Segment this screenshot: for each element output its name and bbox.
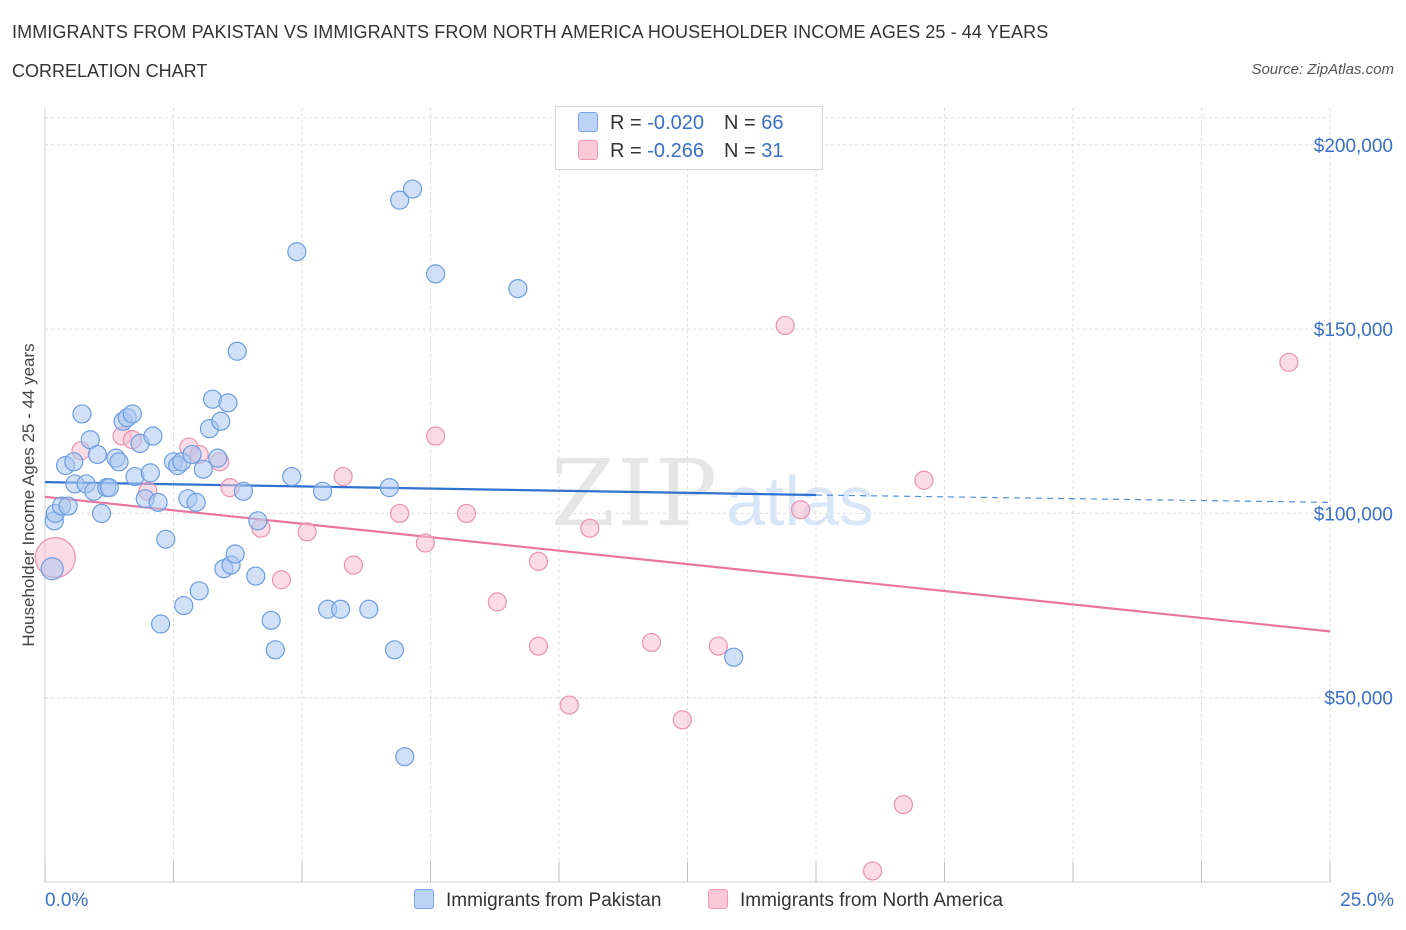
point-pakistan [402, 179, 423, 199]
point-north-america [790, 500, 811, 520]
legend-r-label: R = [610, 140, 648, 162]
point-pakistan [312, 481, 333, 501]
point-north-america [708, 636, 728, 656]
point-north-america [343, 555, 363, 575]
point-pakistan [265, 640, 285, 660]
points-pakistan [40, 179, 744, 767]
point-pakistan [225, 544, 245, 564]
point-north-america [415, 533, 435, 553]
point-pakistan [143, 426, 163, 446]
point-pakistan [193, 459, 213, 479]
point-north-america [1279, 352, 1299, 372]
y-tick-label: $150,000 [1314, 320, 1393, 341]
point-pakistan [208, 448, 228, 468]
bottom-legend-swatch-blue [414, 889, 434, 909]
point-pakistan [384, 640, 405, 660]
bottom-legend-label: Immigrants from Pakistan [446, 890, 662, 911]
point-north-america [580, 518, 600, 538]
point-north-america [390, 503, 410, 524]
point-pakistan [58, 496, 78, 516]
y-tick-label: $100,000 [1314, 504, 1393, 525]
point-north-america [641, 632, 662, 653]
point-north-america [297, 522, 317, 542]
axes [44, 108, 1331, 883]
point-pakistan [189, 581, 209, 601]
legend-r-label: R = [610, 112, 648, 134]
bottom-legend-swatch-pink [708, 889, 728, 909]
point-pakistan [390, 190, 410, 210]
point-north-america [528, 551, 549, 571]
point-pakistan [174, 595, 194, 616]
point-pakistan [248, 511, 268, 531]
point-north-america [333, 466, 353, 487]
x-tick-label-min: 0.0% [45, 890, 89, 911]
point-pakistan [122, 404, 142, 424]
point-north-america [559, 695, 579, 715]
legend-n-label: N = [723, 140, 762, 162]
point-pakistan [211, 411, 231, 431]
point-pakistan [40, 557, 64, 581]
legend-r-value: -0.266 [647, 140, 704, 162]
chart-title: IMMIGRANTS FROM PAKISTAN VS IMMIGRANTS F… [12, 22, 1049, 42]
correlation-legend: R = -0.020 N = 66 R = -0.266 N = 31 [555, 106, 823, 170]
y-tick-label: $50,000 [1324, 689, 1393, 710]
point-pakistan [140, 463, 160, 483]
point-pakistan [182, 444, 202, 465]
legend-swatch-pink [578, 140, 598, 160]
legend-swatch-blue [578, 112, 598, 132]
point-north-america [672, 710, 692, 730]
point-pakistan [64, 452, 84, 472]
point-pakistan [426, 264, 446, 284]
y-axis-label: Householder Income Ages 25 - 44 years [19, 343, 38, 647]
point-north-america [426, 426, 446, 446]
legend-row-pakistan: R = -0.020 N = 66 [578, 112, 783, 135]
point-north-america [271, 570, 292, 590]
y-tick-label: $200,000 [1314, 136, 1393, 157]
legend-n-value: 31 [761, 140, 784, 162]
point-pakistan [87, 444, 108, 465]
point-pakistan [724, 647, 744, 667]
source-note: Source: ZipAtlas.com [1251, 61, 1394, 78]
point-pakistan [233, 481, 254, 501]
point-pakistan [72, 404, 92, 424]
legend-n-label: N = [723, 112, 762, 134]
bottom-legend-label: Immigrants from North America [740, 890, 1003, 911]
point-pakistan [330, 599, 351, 619]
point-pakistan [287, 242, 307, 262]
point-north-america [528, 636, 549, 656]
point-pakistan [359, 599, 379, 619]
point-north-america [456, 503, 477, 524]
point-pakistan [227, 341, 247, 361]
y-tick-labels: $50,000 $100,000 $150,000 $200,000 [1314, 136, 1393, 710]
x-tick-label-max: 25.0% [1340, 890, 1394, 911]
point-pakistan [379, 478, 399, 498]
point-north-america [862, 861, 883, 881]
point-pakistan [156, 529, 176, 549]
point-pakistan [508, 279, 528, 299]
point-pakistan [218, 393, 238, 413]
point-pakistan [395, 747, 415, 767]
trend-line-pakistan-extension [815, 494, 1331, 503]
point-pakistan [99, 478, 119, 498]
trend-line-pakistan [44, 481, 817, 497]
point-north-america [914, 470, 934, 490]
point-pakistan [261, 610, 281, 630]
point-north-america [893, 794, 913, 815]
point-pakistan [148, 492, 168, 512]
bottom-legend-pakistan: Immigrants from Pakistan [414, 889, 661, 912]
point-pakistan [186, 492, 206, 512]
chart-subtitle: CORRELATION CHART [12, 61, 208, 81]
bottom-legend-north-america: Immigrants from North America [708, 889, 1003, 912]
point-north-america [487, 592, 507, 612]
point-pakistan [91, 503, 112, 524]
point-pakistan [109, 452, 129, 472]
legend-r-value: -0.020 [647, 112, 704, 134]
legend-row-north-america: R = -0.266 N = 31 [578, 140, 783, 163]
point-pakistan [151, 614, 171, 634]
point-pakistan [246, 566, 266, 586]
legend-n-value: 66 [761, 112, 784, 134]
point-north-america [775, 315, 795, 336]
point-pakistan [282, 466, 302, 487]
